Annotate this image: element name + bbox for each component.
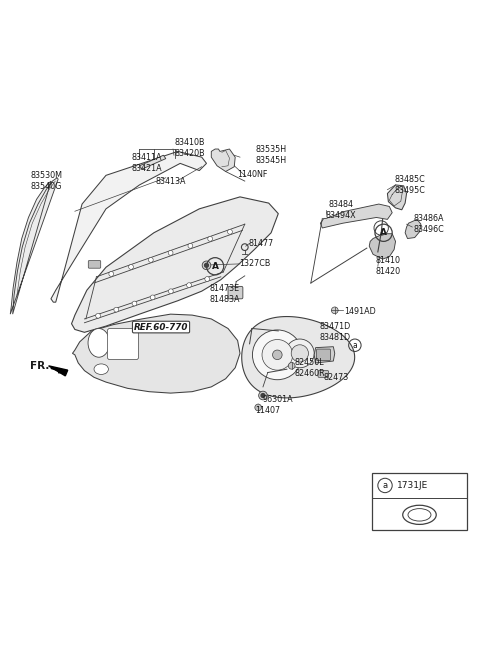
Text: 1491AD: 1491AD (344, 307, 375, 316)
Text: 81410
81420: 81410 81420 (376, 256, 401, 277)
Polygon shape (72, 197, 278, 332)
Ellipse shape (408, 509, 431, 521)
Text: REF.60-770: REF.60-770 (134, 323, 188, 332)
Text: 11407: 11407 (255, 406, 280, 415)
Text: 1731JE: 1731JE (396, 481, 428, 490)
Text: 81473E
81483A: 81473E 81483A (209, 284, 240, 304)
Circle shape (168, 289, 173, 294)
Text: 96301A: 96301A (263, 395, 294, 404)
Circle shape (109, 271, 114, 277)
Circle shape (286, 339, 314, 368)
Circle shape (168, 250, 173, 256)
Polygon shape (10, 178, 58, 314)
FancyBboxPatch shape (318, 371, 328, 377)
Text: FR.: FR. (30, 361, 50, 371)
Text: 82450L
82460R: 82450L 82460R (294, 357, 324, 378)
Text: 83484
83494X: 83484 83494X (325, 200, 356, 220)
Circle shape (96, 313, 100, 318)
Circle shape (331, 307, 338, 313)
Text: 83411A
83421A: 83411A 83421A (132, 153, 162, 173)
Circle shape (288, 363, 295, 369)
Text: 81477: 81477 (249, 238, 274, 248)
FancyBboxPatch shape (228, 286, 243, 299)
FancyBboxPatch shape (88, 261, 101, 268)
Circle shape (148, 258, 153, 262)
Circle shape (150, 295, 155, 300)
Text: 83530M
83540G: 83530M 83540G (30, 171, 62, 191)
Circle shape (205, 277, 210, 281)
Polygon shape (72, 314, 240, 393)
Text: 83485C
83495C: 83485C 83495C (395, 175, 425, 195)
Polygon shape (242, 317, 355, 398)
Ellipse shape (88, 328, 109, 357)
Text: 1731JE: 1731JE (414, 495, 442, 505)
Circle shape (262, 340, 293, 370)
Polygon shape (211, 149, 235, 171)
Circle shape (228, 229, 232, 234)
Circle shape (255, 404, 262, 411)
Polygon shape (405, 219, 421, 238)
Circle shape (114, 307, 119, 312)
Text: 83486A
83496C: 83486A 83496C (414, 214, 444, 234)
Polygon shape (369, 234, 396, 259)
Polygon shape (314, 347, 335, 363)
Circle shape (202, 261, 211, 269)
Text: 83535H
83545H: 83535H 83545H (255, 145, 287, 166)
Circle shape (259, 391, 267, 400)
Text: a: a (383, 481, 387, 490)
Bar (372, 473, 468, 530)
FancyBboxPatch shape (108, 328, 139, 359)
Circle shape (261, 394, 265, 397)
Circle shape (208, 237, 213, 241)
Circle shape (188, 244, 193, 248)
Text: 83413A: 83413A (156, 177, 186, 185)
Ellipse shape (403, 505, 436, 524)
Text: 83410B
83420B: 83410B 83420B (174, 137, 205, 158)
Polygon shape (48, 366, 68, 376)
Text: 83471D
83481D: 83471D 83481D (319, 323, 350, 342)
Polygon shape (51, 151, 206, 302)
Circle shape (129, 265, 133, 269)
Circle shape (187, 283, 192, 288)
Text: 1327CB: 1327CB (239, 260, 270, 269)
Text: a: a (352, 341, 357, 350)
Polygon shape (387, 185, 407, 210)
Text: 1140NF: 1140NF (237, 170, 267, 179)
Polygon shape (321, 204, 392, 228)
Text: 82473: 82473 (323, 373, 348, 382)
Circle shape (132, 301, 137, 306)
Polygon shape (140, 155, 166, 169)
Ellipse shape (94, 364, 108, 374)
Circle shape (291, 345, 309, 362)
FancyBboxPatch shape (317, 349, 330, 361)
Circle shape (204, 263, 208, 267)
Text: A: A (380, 228, 387, 237)
Text: A: A (212, 261, 218, 271)
Circle shape (252, 330, 302, 380)
Circle shape (273, 350, 282, 359)
